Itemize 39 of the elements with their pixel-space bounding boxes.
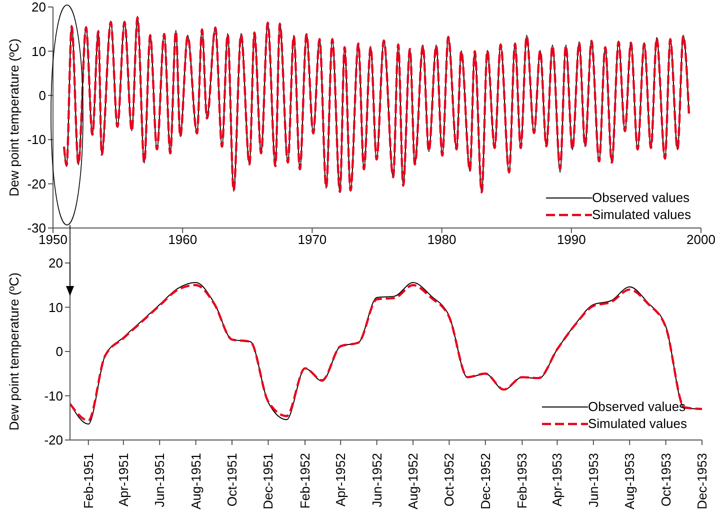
y-axis-title: Dew point temperature (ºC) <box>6 272 22 430</box>
y-tick-label: 0 <box>56 344 63 360</box>
x-tick-label: 1980 <box>427 232 456 248</box>
x-tick-label: Oct-1951 <box>224 453 240 506</box>
y-tick-label: 20 <box>48 256 63 271</box>
x-tick-label: Dec-1951 <box>260 453 276 510</box>
y-tick-label: 20 <box>32 0 46 15</box>
x-tick-label: Jun-1951 <box>152 453 168 508</box>
y-tick-label: 0 <box>38 88 46 104</box>
y-tick-label: -10 <box>44 388 63 404</box>
y-tick-label: -20 <box>27 176 46 192</box>
x-tick-label: Aug-1951 <box>188 453 204 510</box>
x-tick-label: Apr-1952 <box>333 453 348 506</box>
x-tick-label: 1960 <box>168 232 198 248</box>
legend-label: Simulated values <box>592 206 691 223</box>
x-tick-label: Oct-1953 <box>658 453 674 506</box>
x-tick-label: Jun-1953 <box>586 453 601 508</box>
x-tick-label: Oct-1952 <box>442 453 457 506</box>
y-tick-label: 10 <box>32 44 46 59</box>
x-tick-label: Feb-1953 <box>514 453 530 509</box>
y-axis-title: Dew point temperature (ºC) <box>6 38 22 196</box>
x-tick-label: Dec-1953 <box>694 453 710 510</box>
x-tick-label: 1990 <box>556 232 586 248</box>
y-tick-label: -20 <box>44 432 63 448</box>
x-tick-label: Jun-1952 <box>369 453 384 508</box>
x-tick-label: Aug-1952 <box>406 453 420 510</box>
legend-label: Simulated values <box>588 415 687 432</box>
x-tick-label: Aug-1953 <box>622 453 638 510</box>
x-tick-label: Feb-1952 <box>297 453 312 509</box>
y-tick-label: -10 <box>27 132 46 148</box>
x-tick-label: 1970 <box>298 232 327 248</box>
legend-label: Observed values <box>588 398 686 415</box>
x-tick-label: 2000 <box>686 232 715 248</box>
x-tick-label: Apr-1951 <box>116 453 131 506</box>
y-tick-label: 10 <box>48 300 63 315</box>
x-tick-label: Apr-1953 <box>550 453 565 506</box>
legend-label: Observed values <box>592 189 690 206</box>
x-tick-label: Dec-1952 <box>478 453 493 510</box>
x-tick-label: Feb-1951 <box>80 453 96 509</box>
